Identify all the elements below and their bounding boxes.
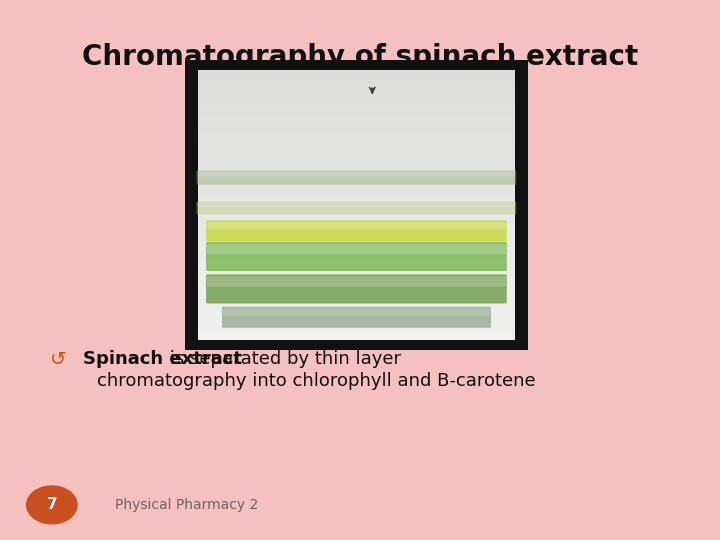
Bar	[198, 195, 515, 205]
Bar	[198, 214, 515, 223]
Bar	[198, 286, 515, 295]
Text: Chromatography of spinach extract: Chromatography of spinach extract	[82, 43, 638, 71]
FancyBboxPatch shape	[197, 172, 516, 177]
FancyBboxPatch shape	[197, 202, 516, 207]
Bar	[198, 133, 515, 142]
FancyBboxPatch shape	[197, 201, 516, 214]
FancyBboxPatch shape	[207, 222, 506, 230]
Text: ↺: ↺	[50, 349, 67, 369]
FancyBboxPatch shape	[206, 220, 507, 241]
Circle shape	[27, 486, 77, 524]
Bar	[198, 168, 515, 178]
Bar	[198, 106, 515, 115]
Bar	[198, 322, 515, 331]
Bar	[198, 232, 515, 241]
Bar	[198, 313, 515, 322]
Bar	[198, 330, 515, 340]
Bar	[198, 70, 515, 79]
Bar	[198, 87, 515, 97]
FancyBboxPatch shape	[222, 307, 491, 328]
Bar	[198, 295, 515, 304]
Bar	[198, 241, 515, 250]
Bar	[198, 268, 515, 277]
Bar	[198, 222, 515, 232]
Bar	[198, 124, 515, 133]
Text: is separated by thin layer: is separated by thin layer	[163, 350, 401, 368]
Bar	[198, 178, 515, 187]
Bar	[198, 114, 515, 124]
Bar	[185, 60, 528, 350]
Bar	[198, 259, 515, 268]
Text: 7: 7	[47, 497, 57, 512]
Text: Physical Pharmacy 2: Physical Pharmacy 2	[115, 498, 258, 512]
Bar	[198, 141, 515, 151]
Bar	[198, 187, 515, 196]
FancyBboxPatch shape	[206, 242, 507, 271]
Bar	[198, 97, 515, 106]
FancyBboxPatch shape	[206, 274, 507, 303]
Bar	[198, 160, 515, 169]
Text: Spinach extract: Spinach extract	[83, 350, 242, 368]
FancyBboxPatch shape	[207, 276, 506, 287]
Bar	[198, 205, 515, 214]
Bar	[198, 79, 515, 88]
Bar	[198, 276, 515, 286]
FancyBboxPatch shape	[207, 244, 506, 254]
FancyBboxPatch shape	[197, 171, 516, 185]
Bar	[198, 151, 515, 160]
Bar	[198, 303, 515, 313]
Bar	[198, 249, 515, 259]
FancyBboxPatch shape	[222, 308, 490, 316]
Text: chromatography into chlorophyll and B-carotene: chromatography into chlorophyll and B-ca…	[97, 372, 536, 390]
